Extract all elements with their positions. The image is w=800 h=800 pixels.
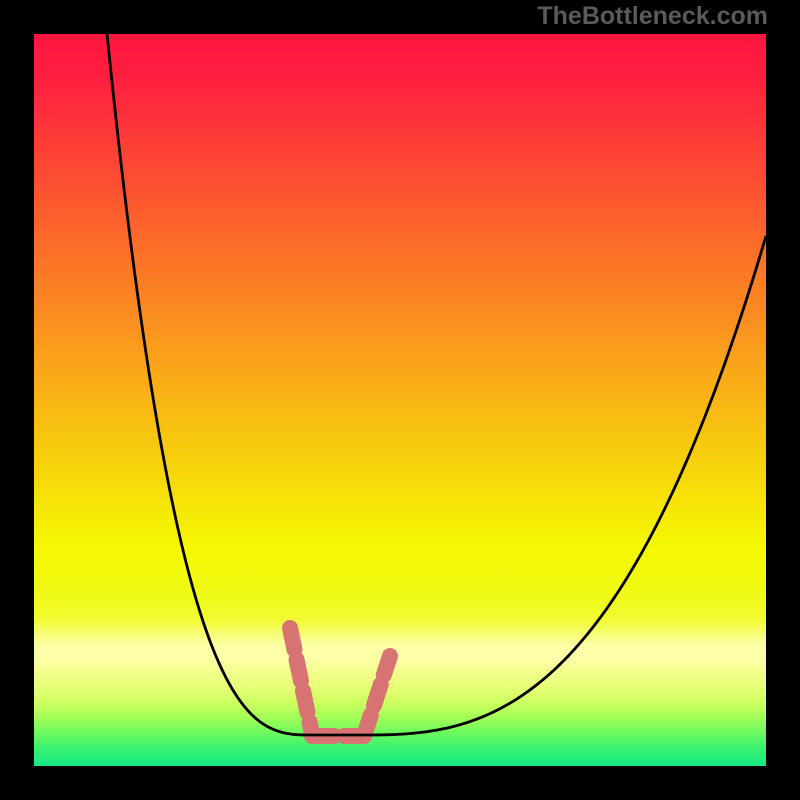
chart-root: TheBottleneck.com (0, 0, 800, 800)
curve-layer (0, 0, 800, 800)
frame-bottom (0, 766, 800, 800)
frame-right (766, 0, 800, 800)
watermark-text: TheBottleneck.com (537, 2, 768, 31)
curve-right-branch (362, 236, 766, 735)
curve-left-branch (107, 34, 311, 735)
frame-left (0, 0, 34, 800)
highlight-segment (364, 656, 390, 736)
highlight-segment (290, 628, 312, 734)
